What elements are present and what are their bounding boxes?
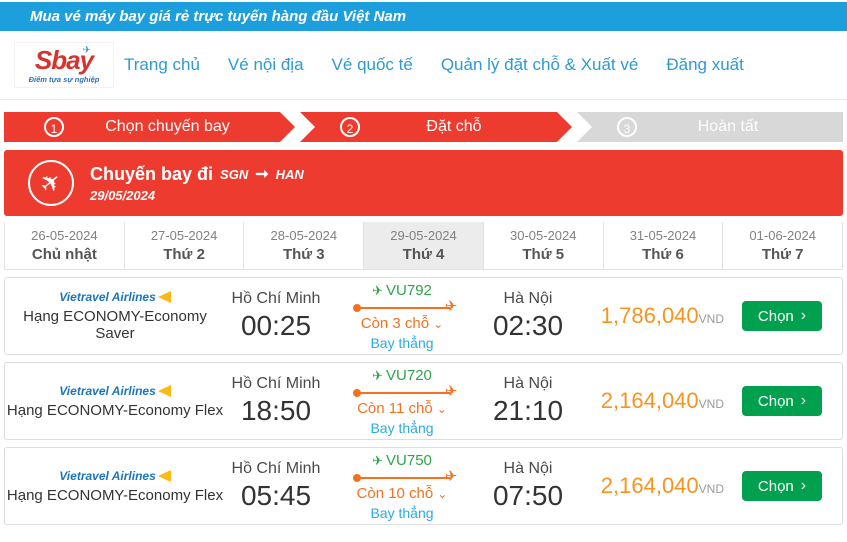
flight-row: Vietravel Airlines Hạng ECONOMY-Economy … xyxy=(4,447,843,525)
direct-flight-label: Bay thẳng xyxy=(370,419,434,436)
date-tab-28-05[interactable]: 28-05-2024 Thứ 3 xyxy=(244,222,365,269)
nav-international-tickets[interactable]: Vé quốc tế xyxy=(331,55,413,74)
route-plane-icon: ✈ xyxy=(444,467,458,485)
flight-number: ✈ VU750 xyxy=(372,451,432,469)
seats-left-dropdown[interactable]: Còn 10 chỗ ⌄ xyxy=(356,484,448,502)
date-tab-29-05-selected[interactable]: 29-05-2024 Thứ 4 xyxy=(364,222,484,269)
plane-icon: ✈ xyxy=(372,452,384,468)
nav-manage-booking[interactable]: Quản lý đặt chỗ & Xuất vé xyxy=(440,55,639,74)
date-tab-27-05[interactable]: 27-05-2024 Thứ 2 xyxy=(125,222,245,269)
flight-row: Vietravel Airlines Hạng ECONOMY-Economy … xyxy=(4,362,843,440)
plane-icon: ✈ xyxy=(372,282,384,298)
arrive-city: Hà Nội xyxy=(503,460,553,477)
route-arrow-icon: ➞ xyxy=(255,166,269,183)
depart-time: 00:25 xyxy=(240,310,312,341)
destination-code: HAN xyxy=(275,166,304,182)
route-plane-icon: ✈ xyxy=(444,297,458,315)
banner-title: Chuyến bay đi xyxy=(90,163,214,184)
main-nav: Trang chủ Vé nội địa Vé quốc tế Quản lý … xyxy=(124,55,744,75)
step-complete: 3 Hoàn tất xyxy=(577,112,843,142)
step-label: Hoàn tất xyxy=(697,118,759,135)
airline-swoosh-icon xyxy=(157,469,171,482)
date-tab-01-06[interactable]: 01-06-2024 Thứ 7 xyxy=(723,222,844,269)
route-plane-icon: ✈ xyxy=(444,382,458,400)
fare-class-label: Hạng ECONOMY-Economy Saver xyxy=(23,308,207,342)
chevron-down-icon: ⌄ xyxy=(437,486,448,501)
sbay-logo[interactable]: ✈ Sbay Điểm tựa sự nghiệp xyxy=(14,42,114,88)
price: 2,164,040VND xyxy=(600,388,724,413)
nav-logout[interactable]: Đăng xuất xyxy=(666,55,744,74)
progress-steps: 1 Chọn chuyến bay 2 Đặt chỗ 3 Hoàn tất xyxy=(4,112,843,142)
plane-icon: ✈ xyxy=(372,367,384,383)
arrive-time: 07:50 xyxy=(492,480,564,511)
step-number-badge: 1 xyxy=(44,117,64,137)
step-choose-flight: 1 Chọn chuyến bay xyxy=(4,112,295,142)
step-booking: 2 Đặt chỗ xyxy=(300,112,572,142)
price: 2,164,040VND xyxy=(600,473,724,498)
seats-left-dropdown[interactable]: Còn 11 chỗ ⌄ xyxy=(357,399,447,417)
price: 1,786,040VND xyxy=(600,303,724,328)
chevron-right-icon: › xyxy=(800,392,807,409)
banner-date: 29/05/2024 xyxy=(90,187,156,203)
airline-swoosh-icon xyxy=(157,291,171,303)
route-line: ✈ xyxy=(352,383,458,400)
chevron-right-icon: › xyxy=(800,307,807,324)
date-tab-26-05[interactable]: 26-05-2024 Chủ nhật xyxy=(4,222,125,269)
arrive-time: 21:10 xyxy=(492,395,564,426)
route-dot-icon xyxy=(352,303,361,312)
flight-number: ✈ VU792 xyxy=(372,281,432,299)
step-label: Đặt chỗ xyxy=(426,118,482,135)
vietravel-airlines-logo: Vietravel Airlines xyxy=(5,290,225,304)
date-tabs: 26-05-2024 Chủ nhật 27-05-2024 Thứ 2 28-… xyxy=(4,222,844,270)
direct-flight-label: Bay thẳng xyxy=(370,504,434,521)
airline-swoosh-icon xyxy=(157,384,171,397)
seats-left-dropdown[interactable]: Còn 3 chỗ ⌄ xyxy=(360,314,444,332)
flight-number: ✈ VU720 xyxy=(372,366,432,384)
banner-text: Chuyến bay đi SGN ➞ HAN 29/05/2024 xyxy=(90,164,304,203)
announcement-bar: Mua vé máy bay giá rẻ trực tuyến hàng đầ… xyxy=(0,2,847,31)
nav-domestic-tickets[interactable]: Vé nội địa xyxy=(227,55,304,74)
route-line: ✈ xyxy=(352,298,458,315)
arrive-city: Hà Nội xyxy=(503,375,553,392)
chevron-down-icon: ⌄ xyxy=(436,401,447,416)
depart-city: Hồ Chí Minh xyxy=(231,290,321,307)
plane-circle-icon: ✈ xyxy=(28,160,74,206)
depart-time: 05:45 xyxy=(240,480,312,511)
route-dot-icon xyxy=(352,473,361,482)
step-number-badge: 2 xyxy=(340,117,360,137)
route-dot-icon xyxy=(352,388,361,397)
direct-flight-label: Bay thẳng xyxy=(370,334,434,351)
header: ✈ Sbay Điểm tựa sự nghiệp Trang chủ Vé n… xyxy=(0,31,847,100)
vietravel-airlines-logo: Vietravel Airlines xyxy=(5,384,225,398)
fare-class-label: Hạng ECONOMY-Economy Flex xyxy=(6,486,224,504)
logo-plane-icon: ✈ xyxy=(82,45,91,56)
origin-code: SGN xyxy=(220,166,249,182)
route-line: ✈ xyxy=(352,468,458,485)
date-tab-30-05[interactable]: 30-05-2024 Thứ 5 xyxy=(484,222,604,269)
logo-tagline: Điểm tựa sự nghiệp xyxy=(28,75,100,84)
arrive-city: Hà Nội xyxy=(503,290,553,307)
step-label: Chọn chuyến bay xyxy=(105,118,230,135)
select-flight-button[interactable]: Chọn › xyxy=(742,301,822,331)
depart-time: 18:50 xyxy=(240,395,312,426)
depart-city: Hồ Chí Minh xyxy=(231,375,321,392)
step-number-badge: 3 xyxy=(617,117,637,137)
vietravel-airlines-logo: Vietravel Airlines xyxy=(5,469,225,483)
nav-home[interactable]: Trang chủ xyxy=(124,55,200,74)
chevron-down-icon: ⌄ xyxy=(433,316,444,331)
depart-city: Hồ Chí Minh xyxy=(231,460,321,477)
select-flight-button[interactable]: Chọn › xyxy=(742,386,822,416)
date-tab-31-05[interactable]: 31-05-2024 Thứ 6 xyxy=(604,222,724,269)
arrive-time: 02:30 xyxy=(492,310,564,341)
logo-brand-text: Sbay xyxy=(34,45,94,75)
select-flight-button[interactable]: Chọn › xyxy=(742,471,822,501)
flight-route-banner: ✈ Chuyến bay đi SGN ➞ HAN 29/05/2024 xyxy=(4,150,843,216)
fare-class-label: Hạng ECONOMY-Economy Flex xyxy=(6,401,224,419)
flight-row: Vietravel Airlines Hạng ECONOMY-Economy … xyxy=(4,277,843,355)
chevron-right-icon: › xyxy=(800,477,807,494)
